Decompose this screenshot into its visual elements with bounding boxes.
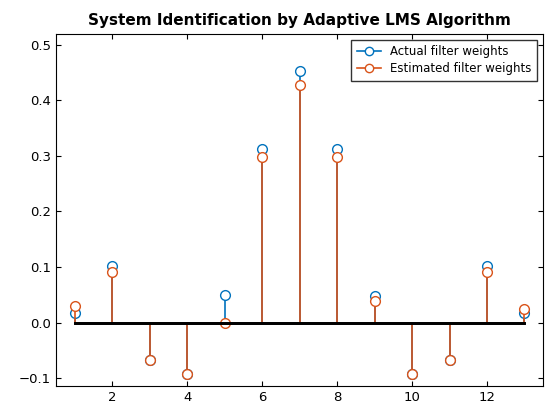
Legend: Actual filter weights, Estimated filter weights: Actual filter weights, Estimated filter … xyxy=(351,39,537,81)
Title: System Identification by Adaptive LMS Algorithm: System Identification by Adaptive LMS Al… xyxy=(88,13,511,28)
